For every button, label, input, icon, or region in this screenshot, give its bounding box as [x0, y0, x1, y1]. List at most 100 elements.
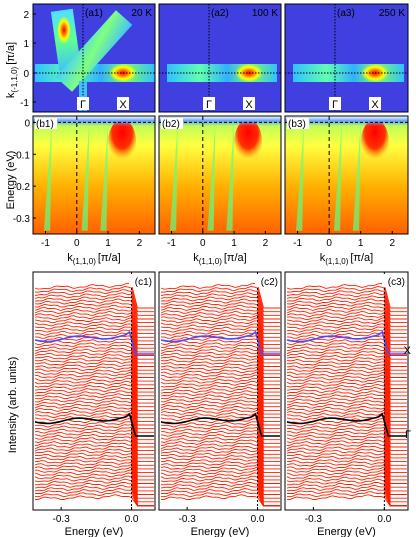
edc-line — [160, 292, 280, 320]
edc-line — [286, 458, 407, 507]
edc-line — [34, 455, 154, 507]
panel-b-label-bg — [35, 118, 57, 129]
row-c-xlabel: Energy (eV) — [191, 526, 250, 537]
panel-a-label: (a2) — [211, 8, 229, 19]
x-point-edc-curve — [286, 330, 407, 355]
edc-line — [160, 289, 280, 316]
x-point-intensity — [360, 119, 389, 164]
panel-b-label: (b1) — [36, 119, 54, 130]
edc-line — [160, 344, 280, 382]
edc-line — [160, 484, 280, 507]
edc-line — [286, 424, 407, 477]
edc-line — [160, 402, 280, 452]
edc-line — [34, 329, 154, 364]
edc-line — [286, 311, 407, 342]
dispersive-band — [207, 122, 216, 231]
fermi-level-edge — [285, 116, 408, 126]
row-b-xlabel: k(1,1,0) [π/a] — [193, 252, 247, 266]
edc-line — [35, 466, 154, 507]
row-a-ylabel-sub: (-1,1,0) — [10, 66, 19, 92]
edc-line — [286, 347, 407, 386]
edc-line — [286, 374, 407, 419]
edc-line — [34, 311, 154, 342]
edc-line — [286, 411, 407, 463]
edc-line — [286, 475, 407, 507]
row-a-ytick: 1 — [23, 39, 29, 50]
symmetry-label-x-bg — [369, 97, 381, 110]
lower-cut-intensity — [79, 81, 87, 111]
edc-line — [287, 326, 407, 360]
panel-c-label-bg — [129, 275, 153, 287]
edc-line — [286, 317, 407, 349]
edc-line — [160, 494, 280, 507]
edc-line — [286, 452, 407, 507]
edc-line — [160, 354, 280, 393]
symmetry-label-x: X — [371, 99, 379, 111]
panel-b1: (b1) -1 0 1 2 k(1,1,0) [π/a] — [32, 115, 156, 266]
edc-line — [286, 338, 407, 375]
edc-line — [160, 426, 280, 481]
panel-b-frame — [158, 115, 282, 235]
edc-line — [286, 455, 407, 507]
edc-line — [286, 396, 407, 444]
edc-line — [34, 421, 154, 474]
edc-line — [286, 304, 407, 335]
edc-line — [34, 488, 154, 507]
edc-stack — [160, 282, 280, 507]
gamma-point-edc-curve — [160, 412, 280, 437]
edc-line — [160, 338, 280, 375]
edc-line — [286, 488, 407, 507]
edc-line — [160, 439, 280, 495]
edc-line — [34, 484, 154, 507]
dispersive-band — [226, 122, 235, 231]
edc-line — [34, 475, 154, 507]
edc-line — [160, 323, 280, 356]
row-c-xtick: 0.0 — [251, 514, 265, 525]
row-c-xtick: -0.3 — [305, 514, 323, 525]
edc-line — [34, 354, 154, 393]
edc-line — [286, 383, 407, 430]
edc-line — [160, 390, 280, 437]
edc-line — [286, 433, 407, 488]
edc-line — [160, 360, 280, 400]
edc-line — [34, 371, 154, 415]
panel-c-frame — [158, 271, 282, 511]
row-b-ylabel: Energy (eV) — [5, 151, 17, 210]
edc-line — [34, 380, 154, 426]
row-b-ytick: -0.1 — [13, 150, 31, 161]
panel-c-frame — [284, 271, 409, 511]
row-b-xtick: -1 — [41, 238, 50, 249]
row-c-xlabel: Energy (eV) — [65, 526, 124, 537]
edc-line — [34, 289, 154, 316]
symmetry-label-x-bg — [243, 97, 255, 110]
edc-line — [160, 298, 280, 327]
edc-line — [160, 433, 280, 488]
edc-line — [286, 323, 407, 356]
edc-line — [34, 298, 154, 327]
panel-c-label: (c3) — [388, 277, 405, 288]
edc-line — [160, 371, 280, 415]
edc-line — [286, 320, 407, 353]
row-a-momentum-maps: (a1) 20 K Γ X (a2) 100 K Γ X (a3) 250 K Γ X 2 1 0 -1 — [20, 3, 409, 113]
edc-line — [160, 347, 280, 386]
dispersive-band — [296, 122, 304, 231]
panel-b3: (b3) -1 0 1 2 k(1,1,0) [π/a] — [284, 115, 409, 266]
row-a-ytick: 0 — [23, 69, 29, 80]
edc-line — [160, 461, 280, 507]
edc-line — [160, 368, 280, 411]
edc-line — [34, 383, 154, 430]
edc-line — [286, 408, 407, 459]
panel-a-background — [285, 4, 408, 112]
panel-a-temperature: 250 K — [379, 8, 405, 19]
edc-line — [286, 314, 407, 346]
edc-line — [34, 396, 154, 444]
row-b-xlabel-main: k — [320, 252, 326, 264]
edc-line — [34, 411, 154, 463]
edc-line — [160, 430, 280, 484]
edc-line — [160, 307, 280, 338]
edc-line — [286, 292, 407, 320]
panel-a-temperature: 20 K — [131, 8, 152, 19]
row-b-xlabel: k(1,1,0) [π/a] — [67, 252, 121, 266]
row-b-xtick: -1 — [167, 238, 176, 249]
edc-line — [286, 368, 407, 411]
